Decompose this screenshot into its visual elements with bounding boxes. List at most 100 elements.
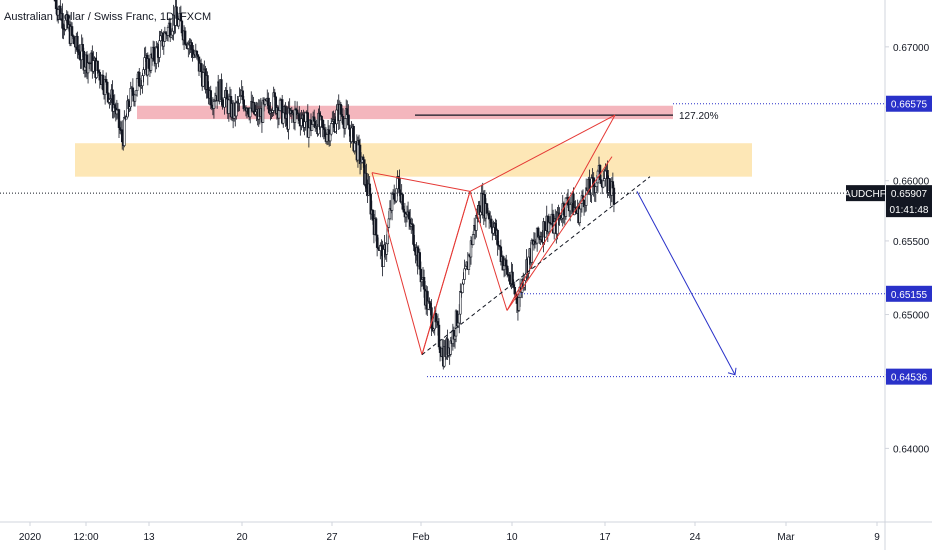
price-tick-label: 0.65500 [893,237,930,248]
candle-body [458,313,461,324]
candle-body [401,194,404,210]
candle-body [131,87,135,96]
candle-body [479,211,482,216]
time-tick-label: Feb [412,532,430,543]
current-price-label: 0.65907 [891,189,928,200]
candle-body [199,63,203,73]
candle-body [235,102,238,117]
candle-body [422,277,426,290]
candle-body [496,230,499,246]
candle-body [190,42,193,50]
symbol-tag-label: AUDCHF [844,189,886,200]
candle-body [612,187,616,205]
candle-body [365,172,368,189]
candle-body [418,252,421,270]
candle-body [175,6,178,19]
candle-body [98,72,102,81]
time-tick-label: 27 [326,532,338,543]
candle-body [568,204,572,212]
candle-body [402,208,405,213]
candle-body [227,99,231,114]
candle-body [61,13,64,29]
candle-body [578,208,582,223]
candle-body [293,108,297,123]
candle-body [420,279,424,283]
candle-body [392,193,396,200]
candle-body [603,178,606,182]
countdown-label: 01:41:48 [890,205,929,216]
candle-body [362,156,365,160]
time-tick-label: 12:00 [73,532,98,543]
candle-body [328,133,332,142]
candle-body [282,112,285,124]
candle-body [298,113,301,121]
candle-body [180,20,184,34]
candle-body [512,284,515,288]
candle-body [133,94,137,102]
candle-body [325,134,329,142]
candle-body [196,54,200,58]
price-level-tag [886,368,932,385]
candle-body [502,265,506,270]
candle-body [462,279,465,285]
time-tick-label: 13 [143,532,155,543]
candle-body [206,75,209,91]
price-level-tag [886,95,932,112]
candle-body [387,218,391,228]
candle-body [461,283,464,293]
candle-body [429,303,432,308]
pattern-leg [371,172,471,192]
candle-body [492,226,495,234]
candle-body [54,0,58,9]
candle-body [106,81,109,94]
candle-body [368,183,371,195]
pattern-leg [506,156,613,311]
price-level-tag-label: 0.66575 [891,100,928,111]
candle-body [117,109,121,128]
candle-body [390,193,394,211]
candle-body [611,181,615,189]
candle-body [490,218,493,228]
candle-body [177,19,180,27]
candle-body [453,335,457,340]
time-tick-label: 9 [874,532,880,543]
candle-body [341,116,345,125]
candle-body [210,104,213,108]
candle-body [536,227,540,238]
candle-body [513,287,516,295]
candle-body [241,90,244,101]
time-tick-label: 10 [506,532,518,543]
candle-body [220,79,223,101]
candle-body [434,313,437,323]
candle-body [202,72,205,87]
candle-body [249,107,252,118]
candle-body [374,218,378,236]
price-tick-label: 0.65000 [893,311,930,322]
candle-body [179,12,183,22]
candle-body [428,300,431,304]
candle-body [504,259,508,267]
pattern-leg [421,191,471,355]
support-trendline [421,176,651,356]
candle-body [604,170,607,179]
candle-body [412,224,415,245]
candle-body [246,107,250,114]
candle-body [437,324,441,348]
time-tick-label: 17 [599,532,611,543]
candle-body [382,249,385,267]
candle-body [517,297,521,311]
candle-body [123,116,126,146]
time-tick-label: Mar [777,532,795,543]
candle-body [346,108,349,116]
candle-body [238,95,241,104]
candle-body [395,188,398,202]
candle-body [86,62,90,74]
pattern-leg [371,172,423,355]
candle-body [96,60,99,72]
forecast-arrow-head [727,367,737,376]
candle-body [121,129,124,143]
candle-body [225,90,228,100]
candle-body [147,58,151,69]
price-tick-label: 0.66000 [893,177,930,188]
